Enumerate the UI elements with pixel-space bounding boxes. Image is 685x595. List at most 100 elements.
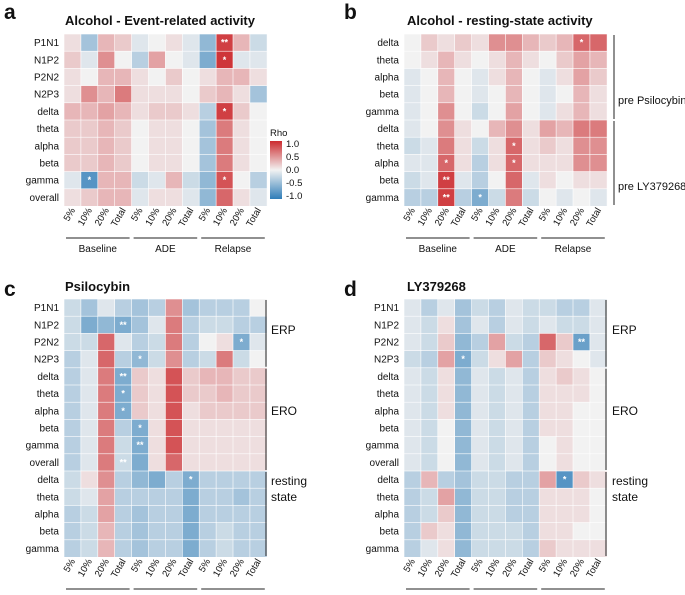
panel-letter-d: d — [344, 278, 357, 301]
panel-d-cell — [555, 505, 574, 524]
panel-b-cell — [589, 102, 608, 121]
panel-b-significance-star: * — [478, 192, 482, 202]
panel-b-cell — [471, 136, 490, 155]
panel-d-cell — [521, 315, 540, 335]
panel-a-cell — [249, 68, 268, 87]
panel-d-cell — [420, 505, 439, 524]
panel-d-cell — [505, 470, 523, 489]
panel-a-cell — [249, 171, 268, 190]
panel-c-cell — [80, 436, 99, 455]
panel-a-title: Alcohol - Event-related activity — [65, 13, 256, 28]
panel-b-cell — [420, 102, 439, 121]
panel-d-cell — [471, 298, 490, 317]
panel-b-cell — [589, 188, 608, 207]
panel-b-cell — [471, 119, 490, 138]
panel-b-cell — [420, 171, 439, 190]
panel-d-cell — [437, 384, 456, 403]
panel-a-column-label: Total — [177, 206, 197, 229]
panel-c-cell — [131, 487, 150, 507]
panel-d-cell — [555, 315, 574, 335]
panel-c-bracket-label: resting — [271, 474, 307, 488]
panel-d-cell — [420, 401, 439, 421]
panel-b-cell — [505, 68, 523, 87]
panel-c-cell — [232, 401, 251, 421]
panel-d-cell — [403, 350, 422, 369]
panel-c-cell — [148, 539, 167, 558]
panel-a-cell — [165, 68, 183, 87]
panel-a-cell — [97, 33, 116, 52]
panel-a-cell — [131, 188, 150, 207]
panel-d-row-label: gamma — [366, 441, 400, 452]
panel-d-cell — [555, 522, 574, 541]
panel-b-cell — [403, 171, 422, 190]
panel-d-cell — [538, 470, 557, 489]
panel-a-cell — [148, 68, 167, 87]
legend-tick: 0.5 — [286, 152, 299, 163]
panel-c-cell — [249, 487, 268, 507]
panel-d-cell — [420, 419, 439, 438]
panel-a-cell — [182, 33, 200, 52]
panel-d-bracket-label: ERO — [612, 404, 638, 418]
panel-a-cell — [131, 85, 150, 104]
panel-b-cell — [454, 33, 473, 52]
panel-d-significance-star: * — [461, 354, 465, 364]
panel-a-cell — [182, 119, 200, 138]
panel-b-cell — [420, 136, 439, 155]
panel-d-cell — [420, 453, 439, 472]
panel-d-cell — [521, 384, 540, 403]
panel-a-cell — [63, 119, 82, 138]
panel-c-row-label: delta — [37, 475, 59, 486]
panel-b-cell — [505, 171, 523, 190]
panel-c-cell — [198, 350, 217, 369]
legend-tick: 0.0 — [286, 165, 299, 176]
panel-a-cell — [249, 50, 268, 70]
panel-a-cell — [182, 102, 200, 121]
panel-d-cell — [420, 333, 439, 352]
panel-c-cell — [232, 470, 251, 489]
panel-d-cell — [538, 315, 557, 335]
panel-b-row-label: theta — [377, 141, 400, 152]
panel-b-cell — [572, 68, 591, 87]
panel-c-bracket-label: ERO — [271, 404, 297, 418]
panel-c-cell — [165, 350, 183, 369]
panel-a-cell — [182, 85, 200, 104]
panel-c-cell — [131, 522, 150, 541]
panel-a-cell — [97, 154, 116, 173]
panel-b-cell — [538, 50, 557, 70]
panel-b-cell — [572, 119, 591, 138]
panel-b-cell — [437, 102, 456, 121]
panel-c-cell — [249, 298, 268, 317]
panel-a-cell — [182, 171, 200, 190]
panel-d-cell — [572, 505, 591, 524]
panel-d-cell — [454, 487, 473, 507]
panel-d-cell — [488, 315, 507, 335]
legend-title: Rho — [270, 128, 287, 139]
panel-c-cell — [249, 350, 268, 369]
panel-d-cell — [437, 539, 456, 558]
panel-d-cell — [538, 436, 557, 455]
panel-a-row-label: N2P3 — [34, 90, 59, 101]
panel-d-cell — [521, 419, 540, 438]
panel-c-cell — [148, 350, 167, 369]
panel-c-cell — [63, 350, 82, 369]
panel-a-group-label: Baseline — [79, 244, 118, 255]
panel-b-cell — [555, 119, 574, 138]
panel-d-cell — [589, 298, 608, 317]
panel-d-cell — [555, 436, 574, 455]
panel-c-significance-star: * — [189, 475, 193, 485]
panel-b-cell — [454, 68, 473, 87]
panel-c-title: Psilocybin — [65, 279, 130, 294]
panel-c-cell — [215, 367, 234, 386]
panel-d-cell — [572, 367, 591, 386]
panel-c-cell — [131, 333, 150, 352]
panel-b-bracket-label: pre LY379268 — [618, 181, 685, 193]
panel-a-cell — [182, 50, 200, 70]
panel-b-cell — [538, 33, 557, 52]
panel-d-row-label: alpha — [375, 510, 400, 521]
panel-b-cell — [572, 102, 591, 121]
panel-c-cell — [215, 470, 234, 489]
panel-a-cell — [232, 154, 251, 173]
panel-d-cell — [454, 453, 473, 472]
panel-a-row-label: P2N2 — [34, 73, 59, 84]
panel-c-cell — [232, 350, 251, 369]
